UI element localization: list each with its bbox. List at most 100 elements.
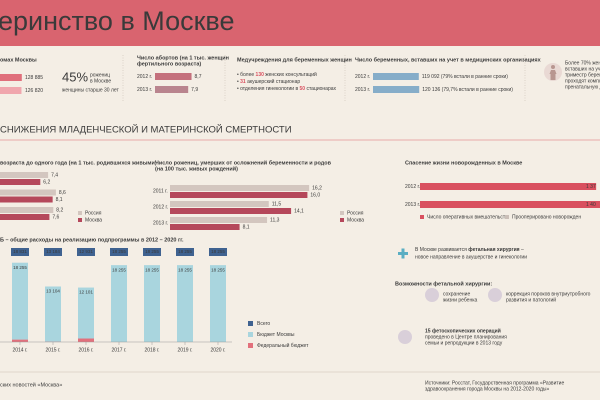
- block-title: Число беременных, вставших на учет в мед…: [355, 56, 542, 63]
- caption: вставших на учет в I: [565, 66, 600, 72]
- caption: проведено в Центре планирования: [425, 334, 507, 340]
- bar-segment: [12, 339, 28, 342]
- block-title: Возможности фетальной хирургии:: [395, 280, 492, 287]
- category-label: 2015 г.: [45, 347, 60, 353]
- value-label: 8,1: [243, 224, 250, 230]
- legend-swatch: [505, 215, 509, 219]
- item-text: • более: [237, 72, 256, 78]
- caption: 15 фетоскопических операций: [425, 327, 501, 334]
- block-title: Медучреждения для беременных женщин: [237, 56, 352, 63]
- value-label: 7,9: [191, 87, 198, 93]
- bar: [0, 196, 53, 203]
- bar: [0, 87, 22, 94]
- bar-segment: [210, 265, 226, 342]
- bar-segment: [144, 265, 160, 342]
- category-label: 2012 г.: [153, 204, 168, 210]
- category-label: 2014 г.: [12, 347, 27, 353]
- value-label: 126 820: [25, 88, 43, 94]
- block-title: фертильного возраста): [137, 60, 201, 67]
- block-title: Число абортов (на 1 тыс. женщин: [137, 54, 229, 61]
- bar: [170, 208, 292, 214]
- legend-swatch: [78, 218, 82, 222]
- category-label: 2019 г.: [177, 347, 192, 353]
- bar: [0, 207, 54, 213]
- category-label: 2018 г.: [144, 347, 159, 353]
- bar: [420, 201, 600, 208]
- value-label: 120 136 (79,7% встали в ранние сроки): [422, 87, 513, 93]
- total-label: 13 184: [46, 249, 60, 254]
- separators: [122, 55, 526, 102]
- total-label: 18 831: [13, 249, 27, 254]
- value-label: 11,3: [270, 217, 280, 223]
- bar: [170, 217, 268, 223]
- plus-icon: [398, 248, 408, 259]
- total-box: [77, 248, 95, 256]
- value-label: 18 255: [178, 267, 192, 272]
- bar: [170, 185, 310, 191]
- value-label: 18 255: [13, 265, 27, 270]
- fetal-intro: В Москве развивается фетальная хирургия …: [415, 246, 524, 253]
- caption: коррекция пороков внутриутробного: [506, 291, 591, 297]
- legend-label: Россия: [347, 210, 364, 216]
- bar-segment: [45, 286, 61, 342]
- bar: [373, 73, 419, 80]
- footer-source: Источники: Росстат, Государственная прог…: [425, 380, 564, 386]
- category-label: 2013 г.: [355, 87, 370, 93]
- value-label: 8,6: [59, 190, 66, 196]
- bar: [420, 183, 597, 190]
- category-label: 2016 г.: [78, 347, 93, 353]
- pregnant-icon: [544, 63, 562, 81]
- value-label: 16,0: [310, 192, 320, 198]
- bar: [170, 192, 308, 198]
- page-title: еринство в Москве: [0, 6, 234, 36]
- value-label: 16,2: [312, 185, 322, 191]
- total-label: 12 931: [79, 249, 93, 254]
- category-label: 2012 г.: [137, 74, 152, 80]
- total-label: 18 255: [178, 249, 192, 254]
- bar-segment: [78, 287, 94, 339]
- total-label: 18 255: [211, 249, 225, 254]
- header-band: [0, 0, 600, 46]
- bar-segment: [12, 262, 28, 340]
- bar-segment: [78, 338, 94, 342]
- total-box: [209, 248, 227, 256]
- value-label: 12 101: [79, 290, 93, 295]
- legend-label: Москва: [85, 217, 102, 223]
- caption: Более 70% женщин: [565, 60, 600, 66]
- total-box: [11, 248, 29, 256]
- caption: женщины старше 30 лет: [62, 87, 119, 93]
- block-title: Б – общие расходы на реализацию подпрогр…: [0, 236, 184, 243]
- value-label: 18 255: [211, 267, 225, 272]
- block-title: Число рожениц, умерших от осложнений бер…: [155, 159, 332, 166]
- footer-text: ских новостей «Москва»: [0, 381, 62, 388]
- caption: в Москве: [90, 78, 111, 84]
- block-title: возраста до одного года (на 1 тыс. родив…: [0, 160, 157, 166]
- legend-swatch: [248, 321, 253, 326]
- caption: рожениц: [90, 72, 110, 78]
- ability-icons: [398, 288, 502, 344]
- value-label: 8,1: [56, 197, 63, 203]
- value-label: 7,6: [52, 214, 59, 220]
- block-title: (на 100 тыс. живых рождений): [155, 165, 238, 172]
- caption: жизни ребенка: [443, 297, 478, 303]
- item-text: • отделения гинекологии в: [237, 86, 300, 92]
- category-label: 2013 г.: [153, 220, 168, 226]
- caption: новое направление в акушерстве и гинекол…: [415, 254, 527, 260]
- category-label: 2017 г.: [111, 347, 126, 353]
- total-box: [44, 248, 62, 256]
- value-label: 7,4: [51, 172, 58, 178]
- list-item: • более 130 женских консультаций: [237, 71, 317, 78]
- bar: [0, 74, 22, 81]
- text-bold: фетальная хирургия: [468, 246, 519, 253]
- bar: [155, 86, 189, 93]
- legend-label: Россия: [85, 210, 102, 216]
- section-title: СНИЖЕНИЯ МЛАДЕНЧЕСКОЙ И МАТЕРИНСКОЙ СМЕР…: [0, 124, 292, 136]
- legend-label: Москва: [347, 217, 364, 223]
- category-label: 2013 г.: [137, 87, 152, 93]
- value-label: 14,1: [294, 208, 304, 214]
- caption: развития и патологий: [506, 296, 556, 303]
- legend-label: Число оперативных вмешательств: [427, 214, 508, 220]
- value-label: 11,5: [272, 201, 282, 207]
- legend-swatch: [340, 211, 344, 215]
- legend-swatch: [340, 218, 344, 222]
